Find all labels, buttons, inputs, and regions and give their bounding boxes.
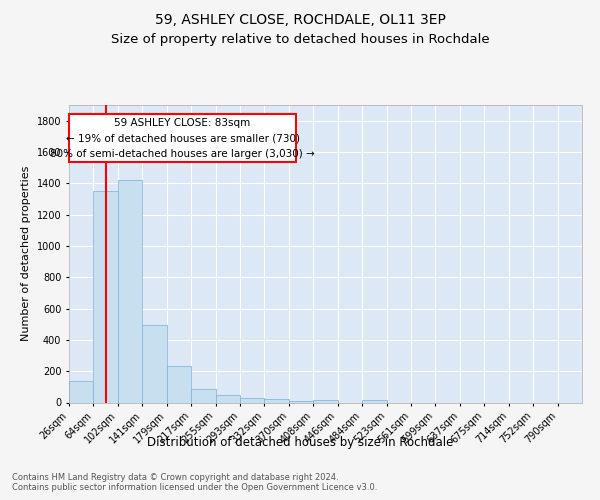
Bar — [215, 394, 240, 402]
Bar — [240, 398, 265, 402]
Text: Distribution of detached houses by size in Rochdale: Distribution of detached houses by size … — [147, 436, 453, 449]
Y-axis label: Number of detached properties: Number of detached properties — [21, 166, 31, 342]
Bar — [289, 401, 313, 402]
Bar — [362, 400, 386, 402]
Bar — [265, 400, 289, 402]
Bar — [191, 389, 215, 402]
Text: 59, ASHLEY CLOSE, ROCHDALE, OL11 3EP: 59, ASHLEY CLOSE, ROCHDALE, OL11 3EP — [155, 12, 445, 26]
Bar — [167, 366, 191, 402]
Bar — [94, 191, 118, 402]
Text: Size of property relative to detached houses in Rochdale: Size of property relative to detached ho… — [110, 32, 490, 46]
Text: 59 ASHLEY CLOSE: 83sqm
← 19% of detached houses are smaller (730)
80% of semi-de: 59 ASHLEY CLOSE: 83sqm ← 19% of detached… — [50, 118, 315, 159]
Text: Contains HM Land Registry data © Crown copyright and database right 2024.
Contai: Contains HM Land Registry data © Crown c… — [12, 472, 377, 492]
Bar — [69, 380, 94, 402]
Bar — [118, 180, 142, 402]
Bar — [142, 325, 167, 402]
Bar — [313, 400, 338, 402]
FancyBboxPatch shape — [69, 114, 296, 162]
